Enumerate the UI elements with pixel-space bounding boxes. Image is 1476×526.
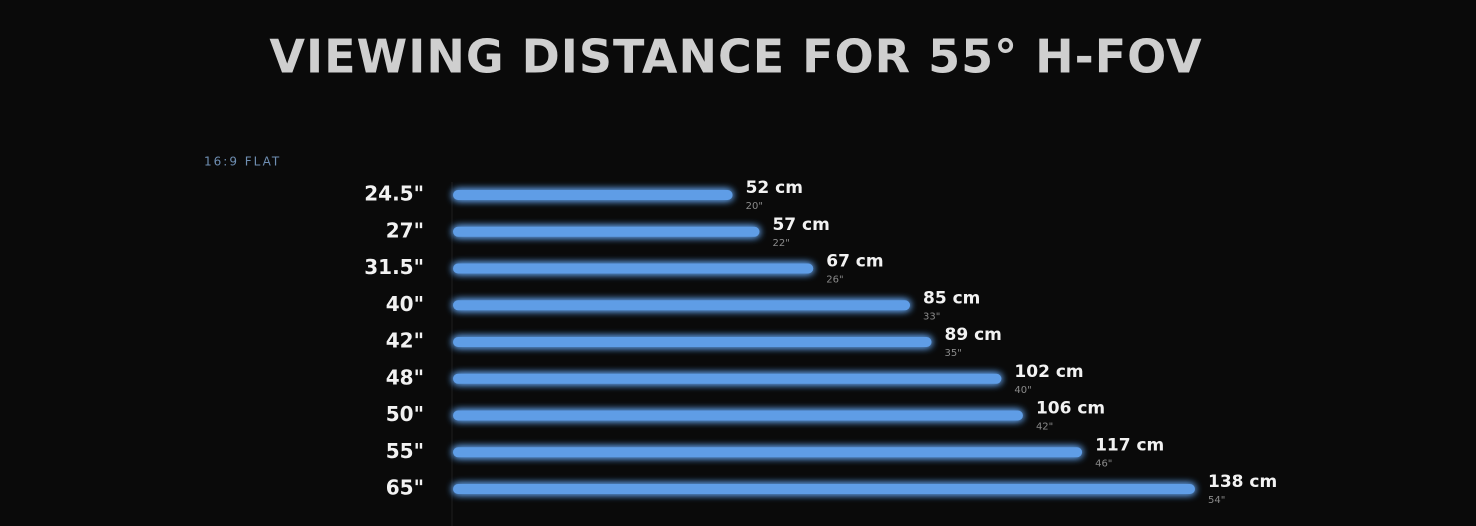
value-label-inches: 46" xyxy=(1095,458,1112,469)
bar xyxy=(453,300,911,311)
chart-subtitle: 16:9 FLAT xyxy=(204,155,281,169)
value-label: 67 cm xyxy=(826,252,883,272)
category-label: 31.5" xyxy=(364,255,424,279)
category-label: 55" xyxy=(386,439,424,463)
value-label-inches: 20" xyxy=(746,201,763,212)
bar xyxy=(453,447,1083,458)
value-label: 117 cm xyxy=(1095,435,1164,455)
value-label: 89 cm xyxy=(945,325,1002,345)
bar xyxy=(453,337,932,347)
value-label-inches: 42" xyxy=(1036,422,1053,433)
value-label: 52 cm xyxy=(746,178,803,198)
value-label-inches: 26" xyxy=(826,275,843,286)
category-label: 27" xyxy=(386,218,424,242)
category-label: 48" xyxy=(386,365,424,389)
value-label-inches: 40" xyxy=(1014,385,1031,396)
bar xyxy=(453,190,733,200)
value-label: 138 cm xyxy=(1208,472,1277,492)
category-label: 50" xyxy=(386,402,424,426)
value-label-inches: 22" xyxy=(772,238,789,249)
value-label: 102 cm xyxy=(1014,362,1083,382)
bar xyxy=(453,263,814,274)
bar xyxy=(453,226,760,237)
bar xyxy=(453,484,1195,494)
category-label: 42" xyxy=(386,329,424,353)
value-label: 57 cm xyxy=(772,215,829,235)
value-label: 85 cm xyxy=(923,288,980,308)
value-label: 106 cm xyxy=(1036,399,1105,419)
value-label-inches: 54" xyxy=(1208,495,1225,506)
category-label: 40" xyxy=(386,292,424,316)
value-label-inches: 35" xyxy=(945,348,962,359)
bar xyxy=(453,373,1002,384)
chart-title: VIEWING DISTANCE FOR 55° H-FOV xyxy=(269,30,1202,84)
value-label-inches: 33" xyxy=(923,311,940,322)
category-label: 24.5" xyxy=(364,182,424,206)
bar xyxy=(453,410,1023,421)
category-label: 65" xyxy=(386,476,424,500)
